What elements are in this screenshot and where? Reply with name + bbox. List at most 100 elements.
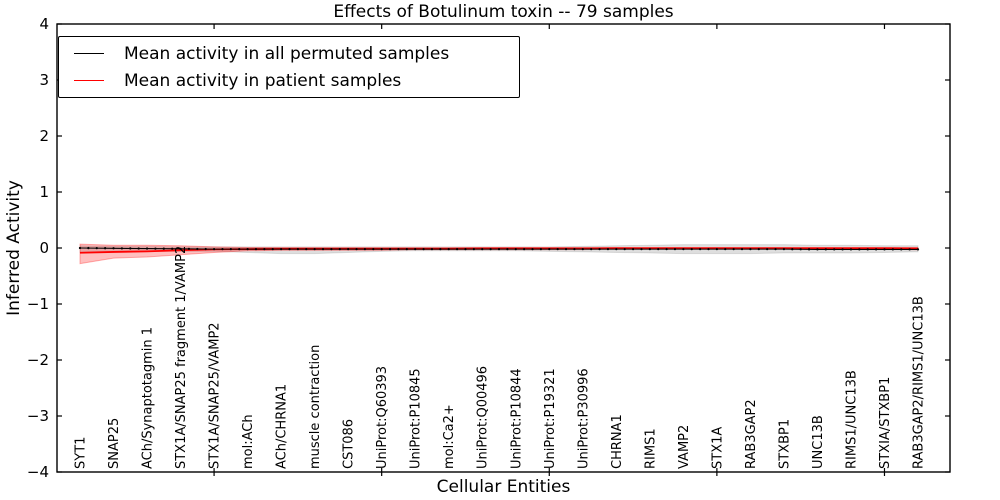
marker-dot [472,247,476,251]
x-category-label: STX1A/SNAP25 fragment 1/VAMP2 [174,246,189,469]
marker-dot [707,247,710,251]
marker-dot [833,248,836,251]
y-tick-label: 3 [39,71,49,89]
marker-dot [615,247,618,251]
y-tick-label: −2 [27,351,49,369]
x-category-label: RAB3GAP2 [744,399,759,469]
permuted-line-swatch [74,53,104,54]
marker-dot [430,247,434,251]
marker-dot [698,247,702,251]
marker-dot [874,248,878,251]
marker-dot [824,248,827,251]
marker-dot [849,248,853,251]
marker-dot [749,247,752,251]
marker-dot [112,247,115,250]
marker-dot [489,247,492,251]
marker-dot [757,247,760,251]
marker-dot [464,247,467,251]
marker-dot [129,247,132,250]
x-category-label: STX1A/SNAP25/VAMP2 [208,322,223,469]
marker-dot [841,248,844,251]
marker-dot [623,247,626,251]
marker-dot [179,247,182,250]
legend: Mean activity in all permuted samples Me… [58,36,520,98]
marker-dot [807,248,811,251]
x-category-label: SNAP25 [107,418,122,469]
marker-dot [631,247,635,251]
x-category-label: UNC13B [811,415,826,469]
x-category-label: UniProt:Q00496 [476,366,491,469]
marker-dot [858,248,861,251]
x-category-label: CST086 [342,419,357,469]
marker-dot [682,247,685,251]
marker-dot [254,247,258,251]
legend-label-patient: Mean activity in patient samples [124,70,402,91]
legend-label-permuted: Mean activity in all permuted samples [124,43,450,64]
marker-dot [740,247,744,251]
marker-dot [95,246,98,250]
marker-dot [405,247,408,251]
marker-dot [363,247,367,251]
x-category-label: VAMP2 [677,425,692,469]
marker-dot [573,247,576,251]
x-category-label: RAB3GAP2/RIMS1/UNC13B [912,296,927,469]
marker-dot [447,247,450,251]
marker-dot [782,247,786,251]
marker-dot [246,247,249,251]
marker-dot [347,247,350,251]
marker-dot [581,247,584,251]
x-category-label: mol:ACh [241,414,256,469]
marker-dot [355,247,358,251]
legend-entry-permuted: Mean activity in all permuted samples [59,41,519,67]
marker-dot [481,247,484,251]
marker-dot [229,247,232,251]
y-tick-label: 0 [39,239,49,257]
marker-dot [137,247,140,250]
marker-dot [380,247,383,251]
y-tick-label: 2 [39,127,49,145]
x-category-label: UniProt:P30996 [576,368,591,469]
marker-dot [766,247,769,251]
marker-dot [531,247,534,251]
marker-dot [238,247,241,251]
marker-dot [690,247,693,251]
marker-dot [271,247,274,251]
marker-dot [439,247,442,251]
x-category-label: SYT1 [74,437,89,469]
marker-dot [187,247,191,251]
x-category-label: UniProt:P10845 [409,368,424,469]
marker-dot [162,247,165,250]
x-category-label: STX1A [710,427,725,469]
marker-dot [916,248,920,251]
marker-dot [883,248,886,251]
marker-dot [455,247,459,251]
marker-dot [212,247,216,251]
marker-dot [715,247,719,251]
marker-dot [556,247,559,251]
x-category-label: STXBP1 [777,419,792,469]
marker-dot [145,247,149,250]
marker-dot [497,247,501,251]
y-tick-label: −1 [27,295,49,313]
marker-dot [78,246,82,250]
marker-dot [816,248,819,251]
marker-dot [279,247,283,251]
marker-dot [866,248,869,251]
marker-dot [900,248,903,251]
marker-dot [422,247,425,251]
y-tick-label: 4 [39,15,49,33]
x-category-label: UniProt:P10844 [509,368,524,469]
marker-dot [338,247,341,251]
marker-dot [154,247,157,250]
x-category-label: CHRNA1 [610,414,625,469]
x-category-label: mol:Ca2+ [442,404,457,469]
x-category-label: RIMS1 [643,428,658,469]
chart-title: Effects of Botulinum toxin -- 79 samples [333,2,674,22]
marker-dot [204,247,207,251]
marker-dot [564,247,568,251]
legend-entry-patient: Mean activity in patient samples [59,68,519,94]
marker-dot [414,247,417,251]
marker-dot [313,247,316,251]
